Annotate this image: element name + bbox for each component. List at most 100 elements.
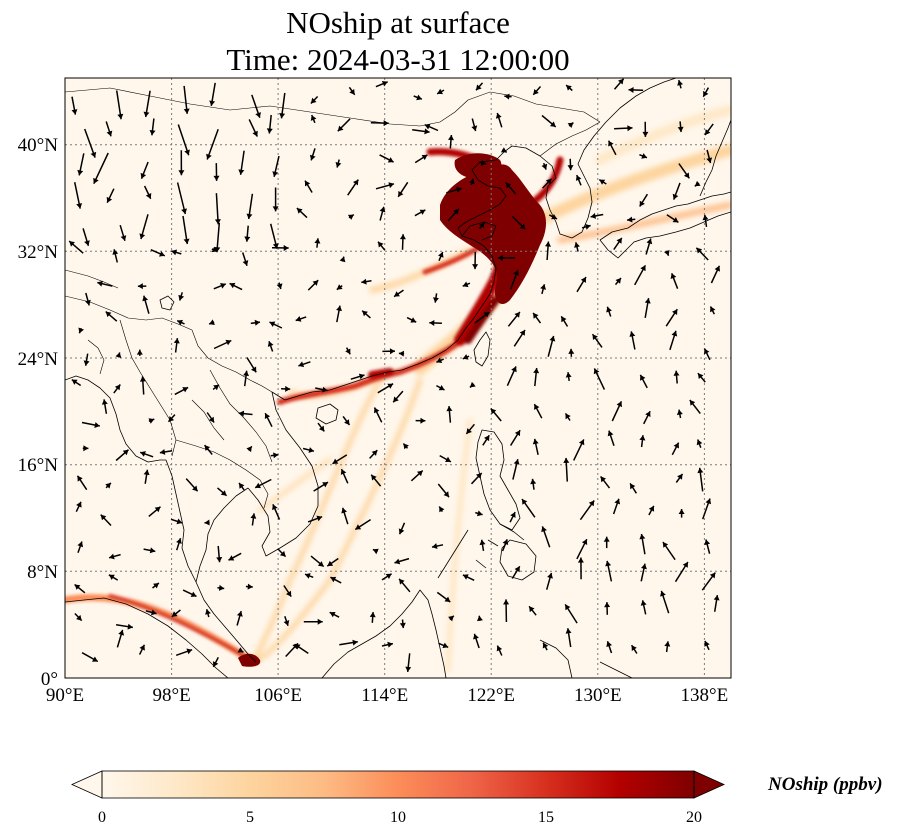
wind-arrow-head — [640, 265, 646, 272]
wind-arrow-head — [534, 404, 540, 410]
wind-arrow — [639, 435, 646, 448]
map-background — [65, 78, 731, 678]
wind-arrow-head — [514, 566, 520, 573]
wind-arrow-head — [120, 235, 127, 241]
wind-arrow-head — [616, 237, 622, 244]
plume-singapore-core — [238, 653, 261, 667]
wind-arrow-head — [505, 182, 512, 189]
wind-arrow-head — [519, 223, 526, 230]
wind-arrow — [706, 149, 713, 164]
wind-arrow — [373, 407, 383, 423]
wind-arrow-head — [393, 396, 399, 403]
coastline-sulawesi-new-guinea — [539, 639, 633, 678]
coastline-japan-honshu — [599, 191, 731, 241]
coastline-shandong — [461, 221, 497, 241]
wind-arrow — [283, 585, 292, 598]
wind-arrow — [614, 125, 633, 132]
wind-arrow — [246, 445, 253, 453]
wind-arrow — [532, 438, 539, 455]
wind-arrow-head — [660, 590, 666, 597]
wind-arrow-head — [640, 374, 646, 381]
wind-arrow — [159, 449, 173, 455]
wind-arrow — [310, 95, 319, 105]
wind-arrow-head — [352, 639, 358, 646]
wind-arrow — [175, 648, 193, 657]
wind-arrow — [664, 250, 670, 256]
wind-arrow-head — [704, 539, 711, 546]
wind-arrow — [475, 510, 483, 517]
wind-arrow-head — [238, 410, 245, 417]
wind-arrow — [541, 162, 548, 170]
wind-arrow — [482, 434, 490, 446]
wind-arrow — [206, 412, 215, 423]
wind-arrow-head — [477, 510, 483, 517]
wind-arrow-head — [421, 154, 428, 161]
wind-arrow — [477, 615, 483, 622]
coastline-russia — [605, 78, 677, 123]
wind-arrow — [341, 507, 349, 525]
shipping-lane-luzon — [446, 418, 472, 672]
wind-arrow — [212, 656, 219, 668]
wind-arrow-head — [176, 538, 182, 544]
wind-arrow-head — [388, 182, 394, 189]
coastline-borneo — [321, 589, 447, 678]
wind-arrow-head — [563, 457, 570, 463]
wind-arrow-head — [279, 550, 286, 557]
wind-arrow-head — [285, 385, 291, 392]
wind-arrow-head — [432, 543, 438, 549]
wind-arrow — [93, 152, 109, 185]
wind-arrow-head — [547, 572, 553, 579]
wind-arrow — [152, 582, 160, 589]
wind-arrow — [272, 155, 280, 177]
wind-arrow-head — [151, 609, 157, 616]
wind-arrow-head — [605, 560, 612, 567]
wind-arrow — [177, 124, 190, 156]
wind-arrow — [115, 352, 122, 358]
wind-arrow — [143, 469, 150, 484]
wind-arrow — [302, 447, 315, 453]
wind-arrow — [264, 412, 273, 428]
coastline-gulf-thailand — [195, 487, 257, 663]
wind-arrow — [548, 214, 558, 220]
wind-arrow — [137, 283, 147, 290]
wind-arrow — [671, 442, 680, 456]
wind-arrow-head — [159, 449, 166, 455]
wind-arrow-head — [312, 280, 319, 286]
wind-arrow-head — [479, 539, 486, 546]
wind-arrow-head — [381, 81, 388, 87]
wind-arrow-head — [371, 450, 378, 456]
wind-arrow — [238, 482, 245, 491]
wind-arrow-head — [500, 147, 507, 153]
wind-arrow — [209, 82, 216, 107]
wind-arrow — [410, 470, 424, 482]
wind-arrow-head — [398, 350, 404, 357]
wind-arrow-head — [168, 416, 175, 422]
wind-arrow — [283, 616, 290, 627]
wind-arrow — [266, 114, 273, 134]
wind-arrow-head — [664, 250, 670, 256]
wind-arrow — [304, 573, 314, 579]
wind-arrow-head — [228, 555, 235, 561]
wind-arrow — [85, 292, 91, 306]
wind-arrow — [244, 225, 251, 242]
wind-arrow — [674, 561, 689, 583]
wind-arrow — [564, 412, 571, 421]
wind-arrow-head — [214, 219, 221, 225]
wind-arrow-head — [327, 560, 334, 567]
wind-arrow-head — [101, 399, 108, 405]
wind-arrow-head — [490, 408, 497, 415]
wind-arrow — [105, 311, 118, 322]
wind-arrow-head — [139, 376, 146, 382]
wind-arrow — [336, 305, 342, 323]
wind-arrow — [354, 518, 372, 531]
wind-arrow-head — [405, 666, 412, 672]
wind-arrow-head — [519, 330, 525, 336]
wind-arrow-head — [438, 252, 444, 258]
wind-arrow-head — [74, 584, 81, 590]
wind-arrow — [509, 511, 516, 523]
wind-arrow — [309, 148, 316, 161]
wind-arrow-head — [639, 534, 646, 540]
wind-arrow-head — [567, 165, 574, 171]
wind-arrow — [307, 515, 323, 523]
wind-arrow — [509, 269, 519, 290]
